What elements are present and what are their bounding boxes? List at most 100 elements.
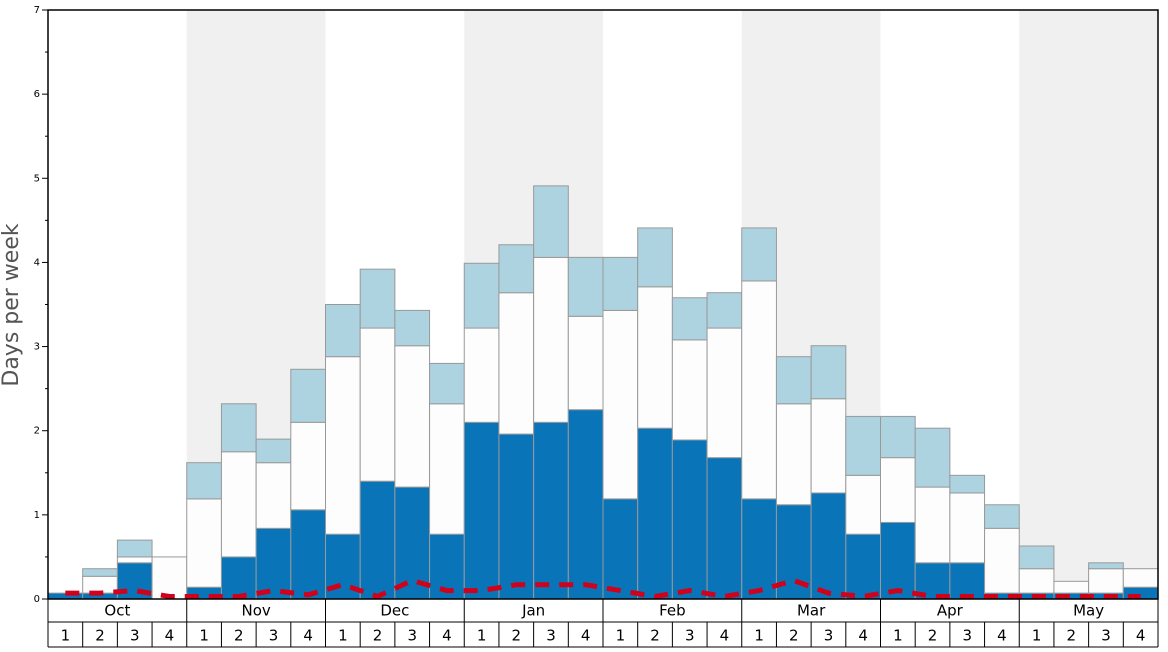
bar-segment — [775, 403, 812, 506]
x-tick-label: 3 — [824, 627, 834, 645]
bar-segment — [394, 486, 431, 600]
x-tick-label: 1 — [199, 627, 209, 645]
bar-segment — [949, 492, 986, 564]
x-tick-label: 4 — [997, 627, 1007, 645]
x-tick-label: 3 — [407, 627, 417, 645]
y-tick-label: 6 — [34, 89, 40, 100]
bar-segment — [949, 474, 986, 494]
month-label: May — [1073, 602, 1104, 620]
x-tick-label: 2 — [95, 627, 105, 645]
bar-segment — [845, 415, 881, 476]
bar-segment — [637, 427, 673, 600]
bar-segment — [880, 415, 916, 459]
month-shade — [1019, 10, 1158, 599]
bar-segment — [533, 421, 569, 600]
bar-segment — [880, 457, 916, 523]
bar-segment — [498, 433, 535, 600]
bar-segment — [82, 568, 118, 577]
bar-segment — [1088, 568, 1124, 594]
month-label: Mar — [797, 602, 826, 620]
bar-segment — [498, 292, 535, 435]
x-tick-label: 2 — [512, 627, 522, 645]
x-tick-label: 1 — [1032, 627, 1042, 645]
x-tick-label: 4 — [165, 627, 175, 645]
y-tick-label: 2 — [34, 426, 40, 437]
x-tick-label: 3 — [130, 627, 140, 645]
bar-segment — [741, 498, 777, 600]
bar-segment — [602, 498, 639, 600]
x-tick-label: 1 — [893, 627, 903, 645]
y-tick-label: 5 — [34, 173, 40, 184]
y-tick-label: 7 — [34, 5, 40, 16]
bar-segment — [810, 345, 847, 400]
bar-segment — [671, 297, 708, 341]
x-tick-label: 2 — [373, 627, 383, 645]
x-tick-label: 3 — [685, 627, 695, 645]
x-tick-label: 2 — [234, 627, 244, 645]
bar-segment — [775, 356, 812, 405]
y-tick-label: 0 — [34, 594, 40, 605]
bar-segment — [325, 304, 361, 358]
bar-segment — [255, 527, 292, 600]
bar-segment — [116, 556, 153, 564]
bar-segment — [637, 227, 673, 288]
bar-segment — [949, 562, 986, 600]
y-tick-label: 1 — [34, 510, 40, 521]
x-tick-label: 1 — [338, 627, 348, 645]
bar-segment — [151, 556, 188, 600]
bar-segment — [1053, 580, 1090, 594]
bar-segment — [498, 244, 535, 294]
x-tick-label: 3 — [962, 627, 972, 645]
bar-segment — [706, 327, 743, 459]
bar-segment — [290, 368, 326, 423]
y-axis-label: Days per week — [0, 223, 24, 386]
bar-segment — [602, 309, 639, 500]
bar-segment — [845, 533, 881, 600]
bar-segment — [741, 280, 777, 500]
bar-segment — [463, 421, 500, 600]
x-tick-label: 3 — [1101, 627, 1111, 645]
bar-segment — [914, 486, 951, 564]
bar-segment — [706, 292, 743, 329]
bar-segment — [1088, 562, 1124, 570]
bar-segment — [220, 403, 257, 453]
y-tick-label: 3 — [34, 342, 40, 353]
bar-segment — [290, 421, 326, 511]
bar-segment — [359, 480, 396, 600]
bar-segment — [463, 327, 500, 423]
bar-segment — [533, 256, 569, 423]
month-label: Apr — [937, 602, 964, 620]
x-tick-label: 2 — [928, 627, 938, 645]
bar-segment — [429, 362, 465, 405]
bar-segment — [359, 268, 396, 329]
bar-segment — [845, 474, 881, 535]
bar-segment — [984, 504, 1020, 529]
x-tick-label: 4 — [1136, 627, 1146, 645]
x-tick-label: 1 — [477, 627, 487, 645]
bar-segment — [463, 262, 500, 329]
bar-segment — [671, 439, 708, 600]
bar-segment — [914, 427, 951, 488]
bar-segment — [116, 539, 153, 558]
x-tick-label: 3 — [546, 627, 556, 645]
x-tick-label: 1 — [61, 627, 71, 645]
bar-segment — [359, 327, 396, 482]
bar-segment — [1018, 568, 1055, 594]
x-tick-label: 1 — [616, 627, 626, 645]
x-tick-label: 4 — [581, 627, 591, 645]
bar-segment — [567, 256, 604, 317]
bar-segment — [325, 356, 361, 535]
bar-segment — [810, 492, 847, 600]
x-tick-label: 2 — [1067, 627, 1077, 645]
month-label: Oct — [104, 602, 130, 620]
bar-segment — [394, 345, 431, 488]
month-label: Dec — [380, 602, 409, 620]
x-tick-label: 2 — [789, 627, 799, 645]
bar-segment — [255, 438, 292, 464]
month-label: Feb — [659, 602, 686, 620]
bar-segment — [880, 521, 916, 600]
bar-segment — [602, 256, 639, 311]
bar-segment — [706, 457, 743, 600]
x-tick-label: 3 — [269, 627, 279, 645]
